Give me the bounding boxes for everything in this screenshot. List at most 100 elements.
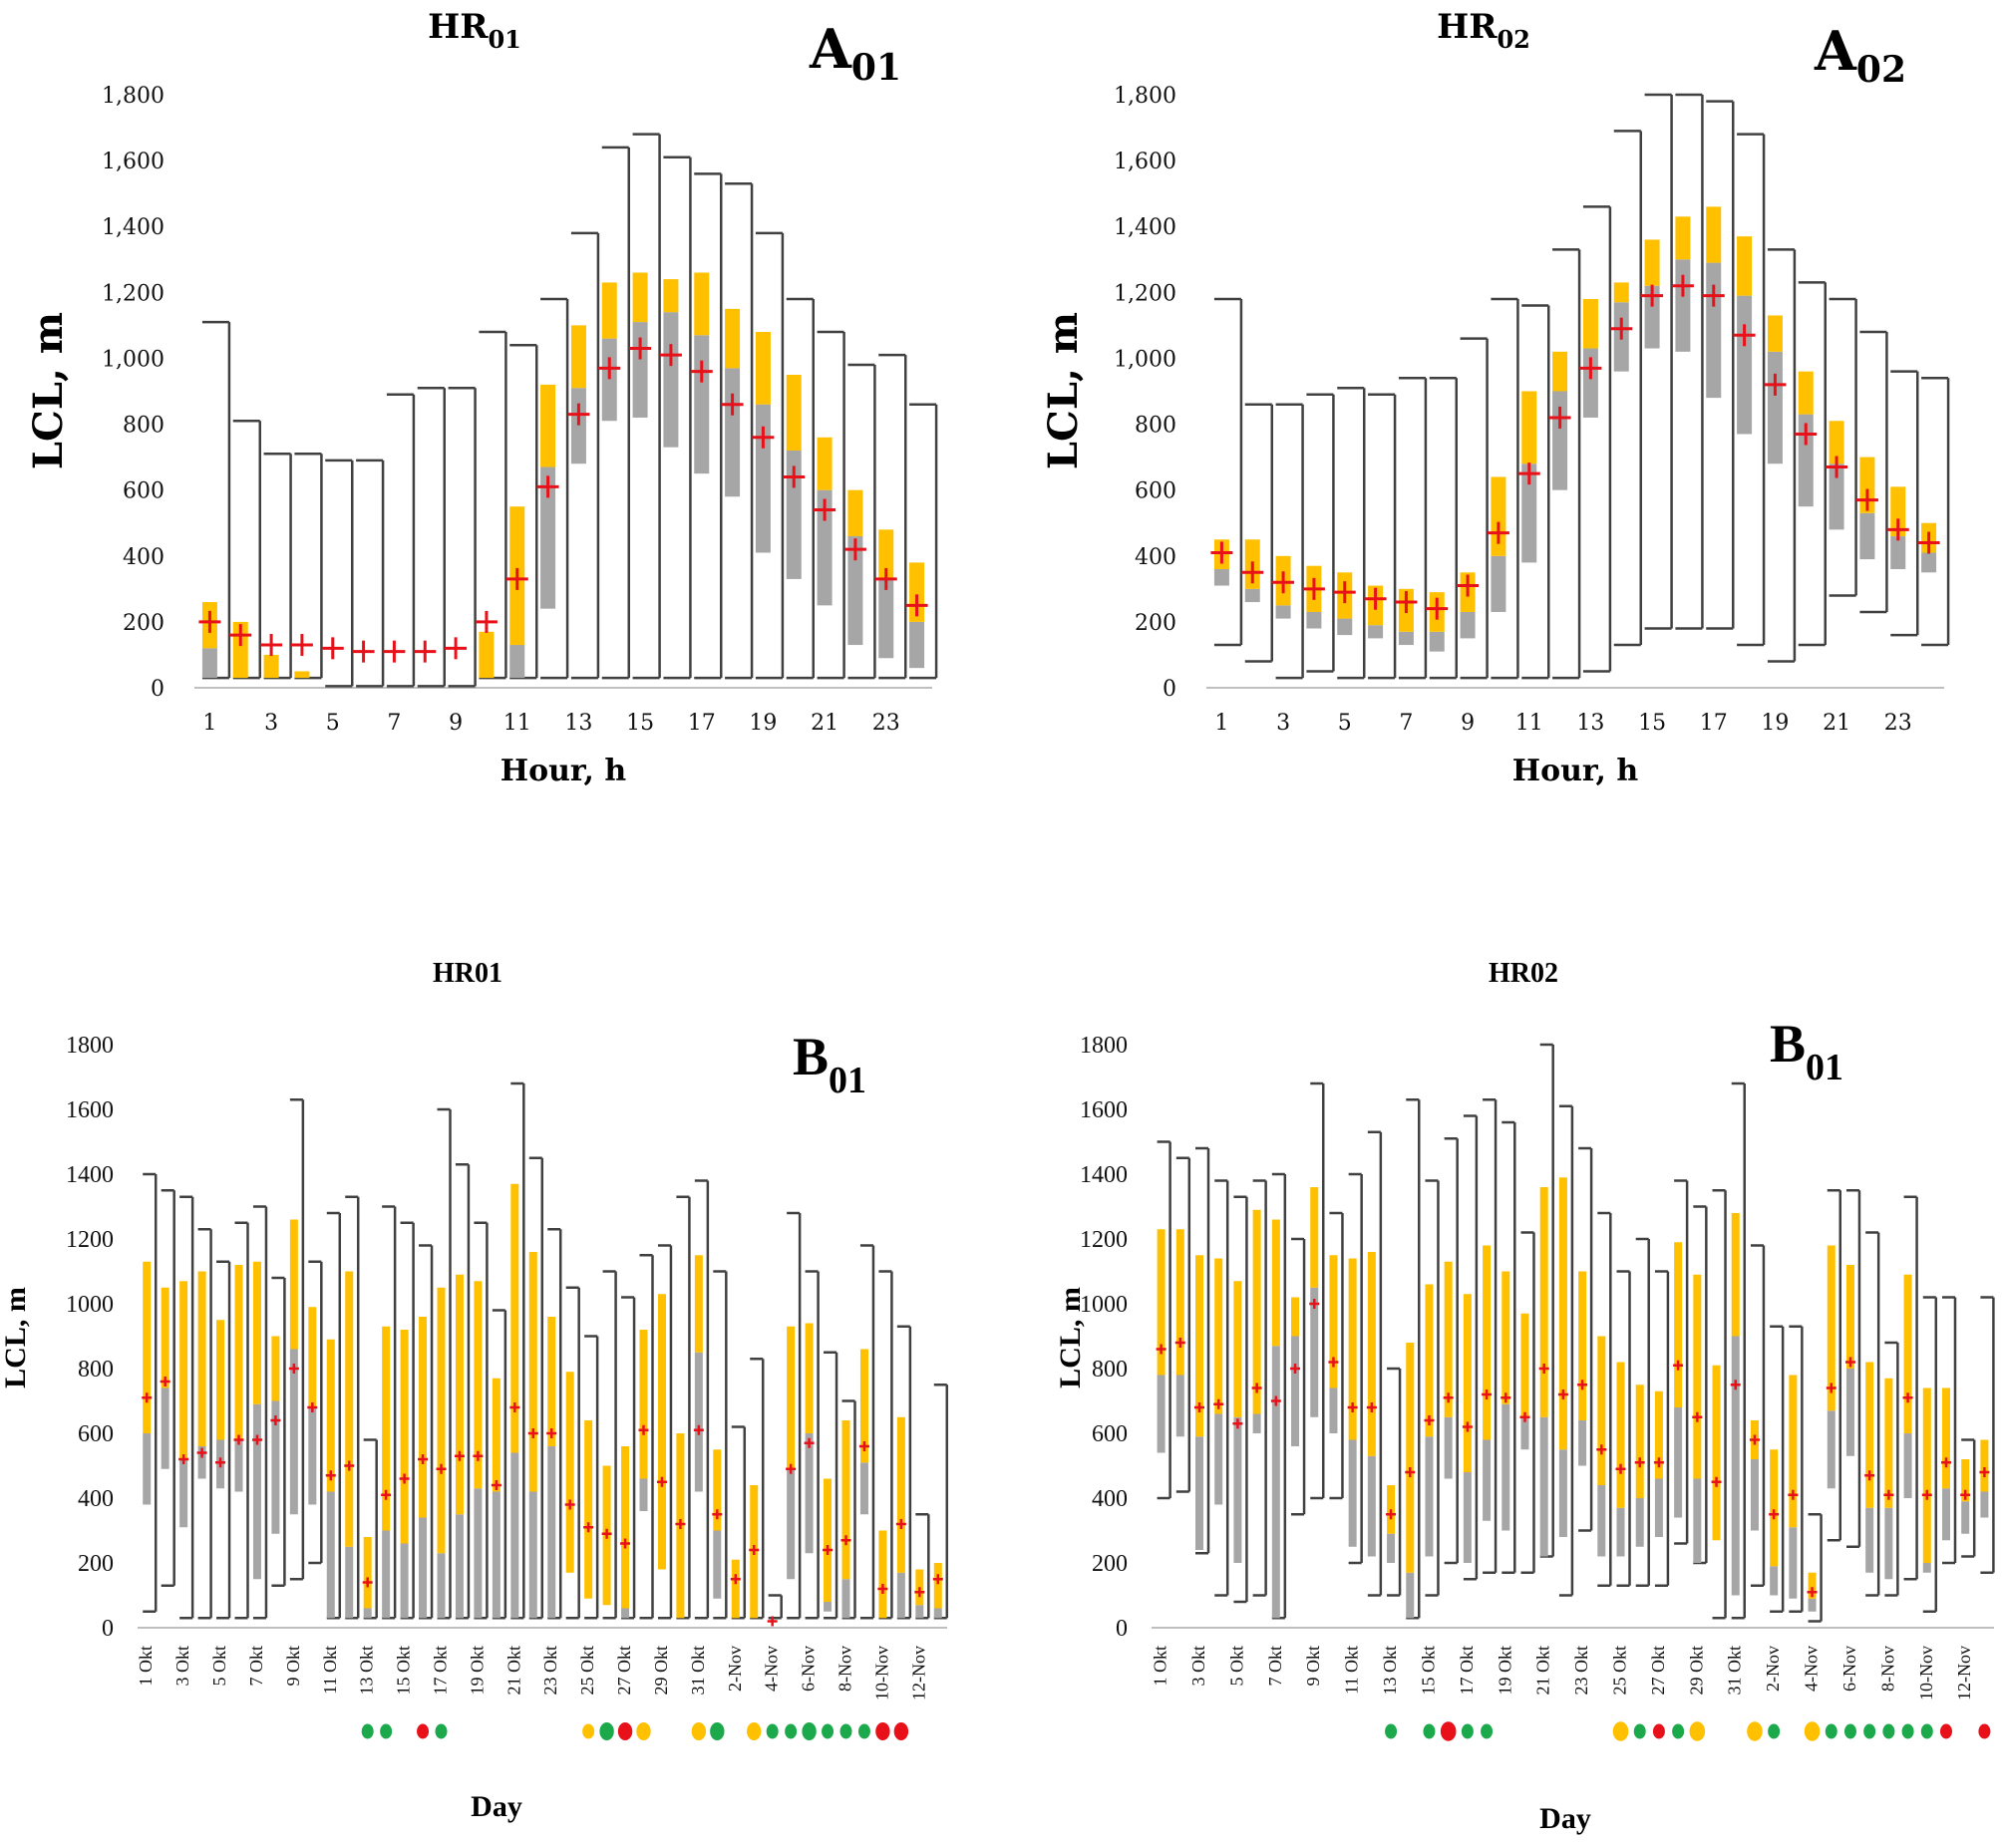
box-lower [601, 338, 617, 422]
y-tick-label: 200 [1092, 1551, 1128, 1577]
box-lower [1252, 1413, 1261, 1433]
box-lower [1552, 391, 1568, 490]
box-upper [345, 1271, 354, 1547]
box-upper [632, 272, 648, 323]
box-lower [1306, 611, 1322, 629]
y-axis-label: LCL, m [25, 312, 72, 469]
box-upper [1712, 1365, 1721, 1541]
box-upper [1827, 1245, 1835, 1411]
panel-label-sub: 02 [1856, 49, 1906, 91]
box-upper [382, 1326, 391, 1531]
box-lower [1808, 1598, 1817, 1612]
box-lower [1539, 1416, 1548, 1557]
y-tick-label: 1,600 [1114, 150, 1176, 174]
box-lower [1444, 1416, 1453, 1479]
box-lower [1387, 1533, 1396, 1563]
panel-label: A01 [809, 17, 901, 89]
box-lower [1845, 1369, 1854, 1456]
day-marker-yellow [1747, 1721, 1763, 1741]
box-lower [786, 451, 802, 579]
box-lower [1291, 1336, 1300, 1446]
box-upper [786, 374, 802, 451]
x-tick-label: 17 [1700, 711, 1728, 736]
box-lower [639, 1478, 648, 1511]
box-upper [1406, 1343, 1415, 1573]
y-tick-label: 1,200 [102, 281, 165, 306]
box-lower [933, 1608, 942, 1619]
box-lower [1961, 1501, 1970, 1534]
box-upper [197, 1271, 206, 1446]
box-lower [1214, 1413, 1223, 1505]
day-marker-green [1882, 1723, 1895, 1739]
box-upper [1941, 1387, 1950, 1489]
day-marker-red [1978, 1723, 1991, 1739]
box-lower [1491, 555, 1506, 612]
box-upper [271, 1336, 280, 1401]
x-tick-label: 11 [503, 711, 531, 736]
y-tick-label: 1,000 [102, 347, 165, 372]
box-lower [1502, 1403, 1510, 1531]
box-upper [878, 1530, 887, 1619]
box-upper [1578, 1271, 1587, 1420]
box-lower [694, 335, 710, 474]
day-marker-yellow [1612, 1721, 1629, 1741]
x-tick-label: 10-Nov [871, 1646, 891, 1700]
day-marker-green [802, 1722, 817, 1740]
day-marker-green [1825, 1723, 1837, 1739]
box-lower [878, 578, 894, 659]
box-lower [1750, 1459, 1759, 1531]
box-upper [308, 1307, 317, 1407]
panel-label-main: B [793, 1027, 829, 1086]
x-tick-label: 3 [1276, 711, 1290, 736]
box-upper [1693, 1274, 1702, 1479]
y-tick-label: 1,000 [1114, 347, 1176, 372]
box-upper [1616, 1362, 1625, 1508]
box-lower [847, 535, 863, 646]
y-axis-label: LCL, m [1040, 312, 1087, 469]
box-lower [419, 1517, 428, 1619]
x-tick-label: 3 Okt [1188, 1646, 1208, 1687]
box-lower [492, 1491, 500, 1619]
day-marker-green [361, 1723, 374, 1739]
box-lower [1903, 1433, 1912, 1498]
y-tick-label: 1,400 [1114, 215, 1176, 240]
y-tick-label: 1800 [66, 1033, 114, 1059]
x-tick-label: 21 [811, 711, 838, 736]
box-lower [1310, 1287, 1319, 1417]
day-marker-red [893, 1722, 909, 1740]
box-lower [1368, 625, 1384, 639]
box-lower [1578, 1420, 1587, 1466]
x-tick-label: 13 Okt [357, 1646, 377, 1695]
box-upper [1737, 236, 1753, 296]
box-upper [1674, 1242, 1683, 1407]
box-upper [1367, 1252, 1376, 1456]
chart-title-main: HR [1437, 7, 1498, 47]
y-tick-label: 600 [1092, 1421, 1128, 1447]
box-lower [1922, 1563, 1931, 1573]
box-upper [1922, 1387, 1931, 1563]
panel-label: A02 [1814, 19, 1906, 91]
box-upper [570, 325, 586, 389]
box-upper [528, 1252, 537, 1492]
box-upper [1291, 1297, 1300, 1337]
chart-title-sub: 02 [1497, 25, 1529, 54]
box-upper [859, 1349, 868, 1463]
box-lower [528, 1491, 537, 1619]
x-tick-label: 5 [1338, 711, 1352, 736]
box-upper [663, 279, 679, 313]
panel-label-main: A [809, 17, 852, 81]
x-tick-label: 1 [202, 711, 216, 736]
x-tick-label: 11 Okt [320, 1646, 340, 1694]
box-lower [621, 1608, 630, 1619]
box-lower [1693, 1478, 1702, 1563]
box-upper [1613, 282, 1629, 303]
box-upper [479, 631, 495, 679]
y-tick-label: 1000 [66, 1292, 114, 1318]
box-lower [252, 1403, 261, 1580]
box-upper [1520, 1313, 1529, 1417]
y-tick-label: 1,200 [1114, 281, 1176, 306]
box-upper [547, 1317, 556, 1446]
x-tick-label: 10-Nov [1916, 1646, 1936, 1700]
box-lower [1463, 1472, 1472, 1563]
